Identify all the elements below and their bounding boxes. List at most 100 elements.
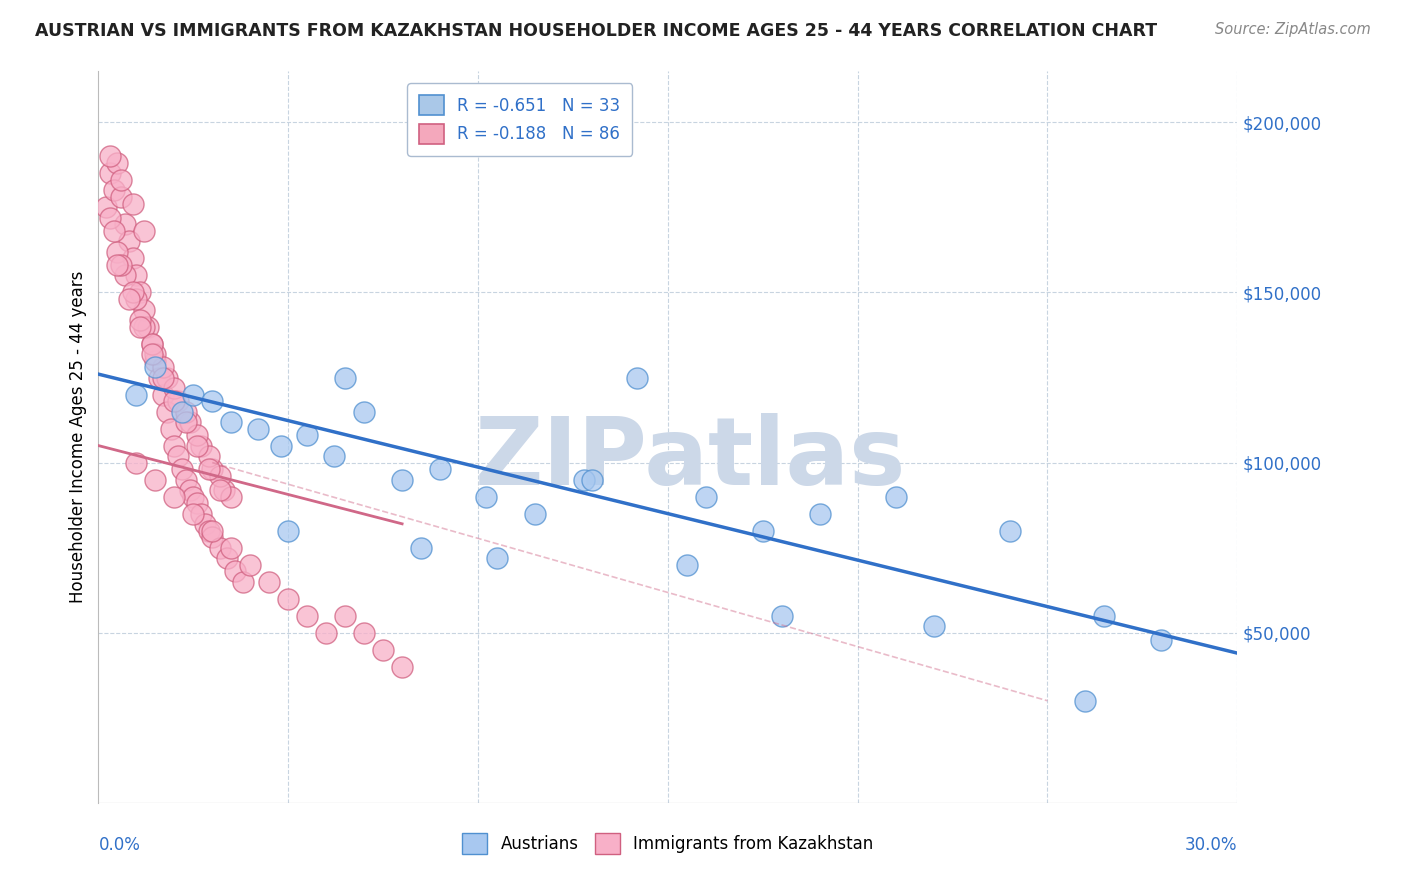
Point (141, 347, 163, 361)
Point (107, 258, 129, 272)
Point (524, 507, 547, 521)
Point (167, 449, 190, 463)
Point (121, 285, 143, 300)
Y-axis label: Householder Income Ages 25 - 44 years: Householder Income Ages 25 - 44 years (69, 271, 87, 603)
Point (163, 394, 186, 409)
Point (156, 404, 179, 418)
Point (174, 415, 197, 429)
Point (174, 473, 197, 487)
Text: AUSTRIAN VS IMMIGRANTS FROM KAZAKHSTAN HOUSEHOLDER INCOME AGES 25 - 44 YEARS COR: AUSTRIAN VS IMMIGRANTS FROM KAZAKHSTAN H… (35, 22, 1157, 40)
Point (152, 387, 174, 401)
Point (221, 541, 243, 555)
Point (107, 156, 129, 170)
Point (145, 473, 167, 487)
Point (208, 483, 231, 497)
Point (179, 415, 201, 429)
Point (197, 524, 219, 538)
Point (884, 490, 907, 504)
Point (770, 608, 793, 623)
Point (118, 235, 141, 249)
Point (371, 642, 394, 657)
Point (186, 428, 208, 442)
Point (145, 360, 167, 375)
Text: 30.0%: 30.0% (1185, 836, 1237, 854)
Point (752, 524, 775, 538)
Point (581, 473, 603, 487)
Point (232, 574, 254, 589)
Point (183, 507, 205, 521)
Point (246, 421, 269, 435)
Point (141, 336, 163, 351)
Point (190, 439, 212, 453)
Point (221, 490, 243, 504)
Point (429, 462, 451, 476)
Point (221, 415, 243, 429)
Point (212, 483, 235, 497)
Point (103, 224, 125, 238)
Point (129, 312, 152, 326)
Text: 0.0%: 0.0% (98, 836, 141, 854)
Point (201, 462, 224, 476)
Point (107, 244, 129, 259)
Point (125, 387, 148, 401)
Point (626, 370, 648, 384)
Point (98, 149, 121, 163)
Point (411, 541, 433, 555)
Point (121, 252, 143, 266)
Point (163, 381, 186, 395)
Point (156, 370, 179, 384)
Point (163, 439, 186, 453)
Point (125, 268, 148, 283)
Point (217, 550, 239, 565)
Point (132, 319, 155, 334)
Point (110, 190, 132, 204)
Point (170, 462, 193, 476)
Point (197, 462, 219, 476)
Point (335, 608, 357, 623)
Point (110, 258, 132, 272)
Text: ZIPatlas: ZIPatlas (475, 413, 907, 505)
Point (103, 183, 125, 197)
Point (94, 201, 117, 215)
Point (1150, 632, 1173, 647)
Point (998, 524, 1021, 538)
Point (174, 404, 197, 418)
Point (259, 574, 281, 589)
Point (141, 336, 163, 351)
Point (277, 591, 299, 606)
Point (208, 541, 231, 555)
Point (98, 166, 121, 180)
Point (179, 483, 201, 497)
Point (676, 558, 699, 572)
Point (922, 619, 945, 633)
Point (486, 550, 509, 565)
Point (186, 439, 208, 453)
Point (1094, 608, 1116, 623)
Point (129, 319, 152, 334)
Point (170, 404, 193, 418)
Point (201, 531, 224, 545)
Point (277, 524, 299, 538)
Point (315, 625, 337, 640)
Point (353, 404, 375, 418)
Point (808, 507, 831, 521)
Point (132, 224, 155, 238)
Point (110, 173, 132, 187)
Point (148, 370, 170, 384)
Point (121, 197, 143, 211)
Point (98, 211, 121, 225)
Point (163, 490, 186, 504)
Legend: Austrians, Immigrants from Kazakhstan: Austrians, Immigrants from Kazakhstan (456, 827, 880, 860)
Point (183, 387, 205, 401)
Point (125, 456, 148, 470)
Point (201, 394, 224, 409)
Point (239, 558, 262, 572)
Point (322, 449, 344, 463)
Point (125, 293, 148, 307)
Point (353, 625, 375, 640)
Point (1074, 694, 1097, 708)
Point (132, 302, 155, 317)
Point (574, 473, 596, 487)
Point (297, 608, 319, 623)
Point (118, 293, 141, 307)
